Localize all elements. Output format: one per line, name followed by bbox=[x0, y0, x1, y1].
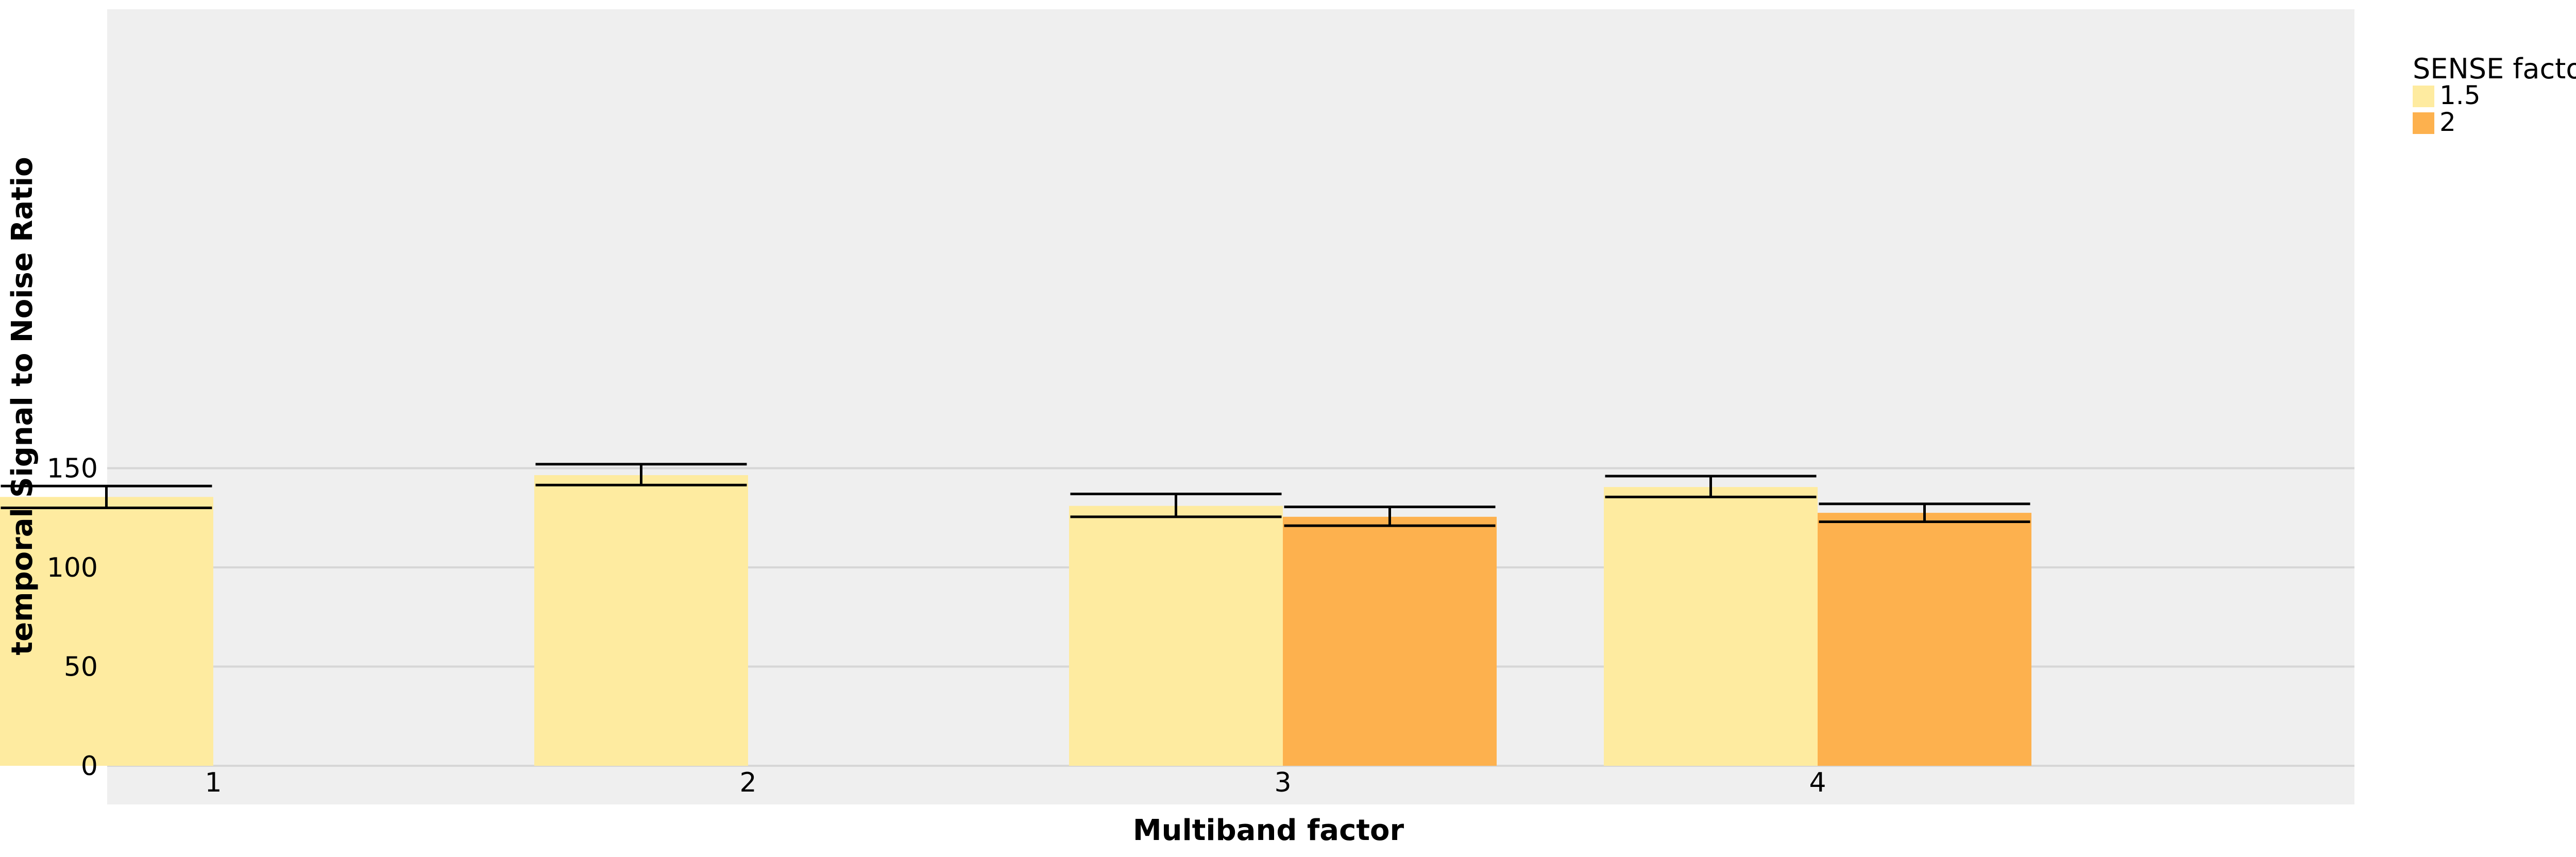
x-axis-label: Multiband factor bbox=[1133, 814, 1404, 847]
error-bars bbox=[1, 463, 2030, 527]
bar bbox=[534, 475, 748, 766]
x-tick-label: 4 bbox=[1809, 767, 1826, 798]
legend-title: SENSE factor bbox=[2413, 53, 2576, 85]
bar bbox=[0, 497, 213, 766]
y-axis-label: temporal Signal to Noise Ratio bbox=[6, 157, 39, 655]
x-tick-label: 1 bbox=[205, 767, 222, 798]
bar bbox=[1069, 506, 1283, 766]
bar bbox=[1283, 516, 1497, 766]
legend-entries: 1.52 bbox=[2413, 80, 2481, 137]
legend-label: 2 bbox=[2439, 107, 2456, 137]
x-tick-label: 2 bbox=[739, 767, 756, 798]
x-tick-label: 3 bbox=[1274, 767, 1291, 798]
y-tick-label: 50 bbox=[64, 652, 98, 683]
bar bbox=[1604, 487, 1818, 766]
legend-swatch bbox=[2413, 112, 2434, 134]
tick-labels: 0 50 100 150 1 2 3 4 bbox=[47, 453, 1826, 799]
bars bbox=[0, 475, 2031, 766]
bar bbox=[1818, 513, 2031, 766]
legend-swatch bbox=[2413, 86, 2434, 107]
legend: SENSE factor 1.52 bbox=[2413, 53, 2576, 137]
y-tick-label: 150 bbox=[47, 453, 98, 484]
y-tick-label: 100 bbox=[47, 552, 98, 583]
y-tick-label: 0 bbox=[81, 751, 98, 782]
legend-label: 1.5 bbox=[2439, 80, 2481, 110]
